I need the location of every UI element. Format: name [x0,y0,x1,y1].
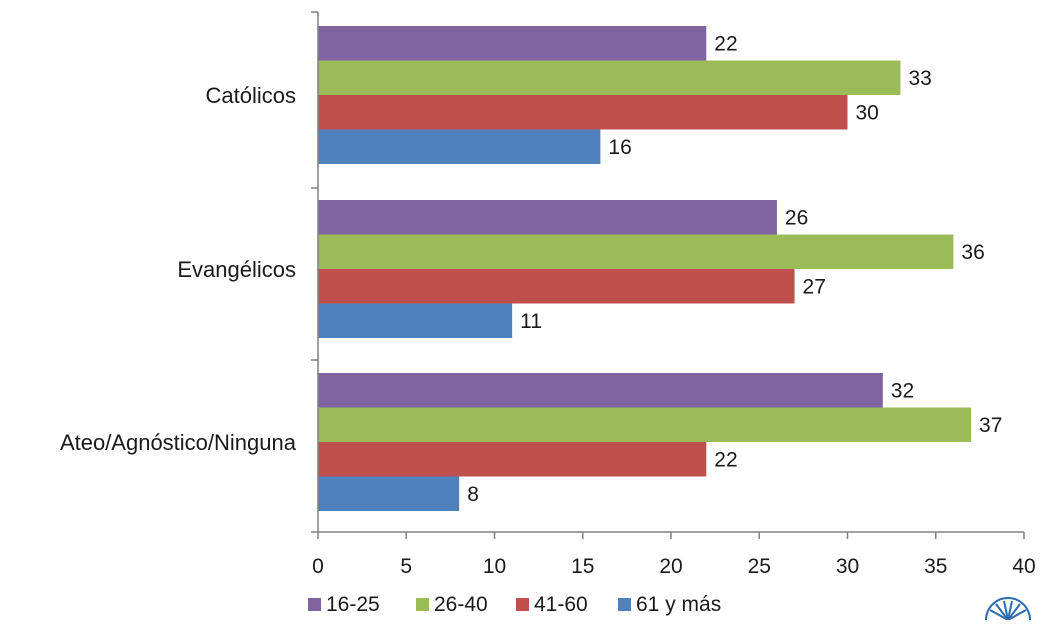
data-label: 37 [979,414,1002,437]
data-label: 33 [908,67,931,90]
x-tick-label: 25 [748,555,771,578]
legend-swatch [308,598,321,611]
legend-swatch [516,598,529,611]
bar-16-25-0 [318,26,707,61]
data-label: 32 [891,379,914,402]
x-tick-label: 5 [400,555,412,578]
category-label: Evangélicos [177,257,296,282]
bar-41-60-0 [318,95,848,130]
category-label: Ateo/Agnóstico/Ninguna [60,430,297,455]
x-tick-label: 35 [924,555,947,578]
x-tick-label: 10 [483,555,506,578]
x-tick-label: 30 [836,555,859,578]
data-label: 36 [961,241,984,264]
data-label: 11 [520,310,542,333]
bar-61-y-más-2 [318,476,460,511]
legend-label: 41-60 [534,593,588,616]
data-label: 8 [467,483,479,506]
barometro-logo-icon [976,580,1036,621]
x-tick-label: 0 [312,555,324,578]
x-tick-label: 40 [1012,555,1035,578]
bar-26-40-0 [318,60,901,95]
bar-16-25-2 [318,373,883,408]
data-label: 26 [785,206,808,229]
bar-26-40-2 [318,407,972,442]
legend-label: 26-40 [434,593,488,616]
category-label: Católicos [206,83,296,108]
bar-41-60-1 [318,269,795,304]
data-label: 27 [803,275,826,298]
legend-swatch [618,598,631,611]
bar-26-40-1 [318,234,954,269]
legend-label: 61 y más [636,593,721,616]
data-label: 30 [856,101,879,124]
bar-16-25-1 [318,200,777,235]
legend-swatch [416,598,429,611]
bar-61-y-más-1 [318,303,513,338]
data-label: 22 [714,448,737,471]
data-label: 22 [714,32,737,55]
data-label: 16 [608,136,631,159]
x-tick-label: 15 [571,555,594,578]
legend-label: 16-25 [326,593,380,616]
x-tick-label: 20 [659,555,682,578]
bar-61-y-más-0 [318,129,601,164]
bar-41-60-2 [318,442,707,477]
